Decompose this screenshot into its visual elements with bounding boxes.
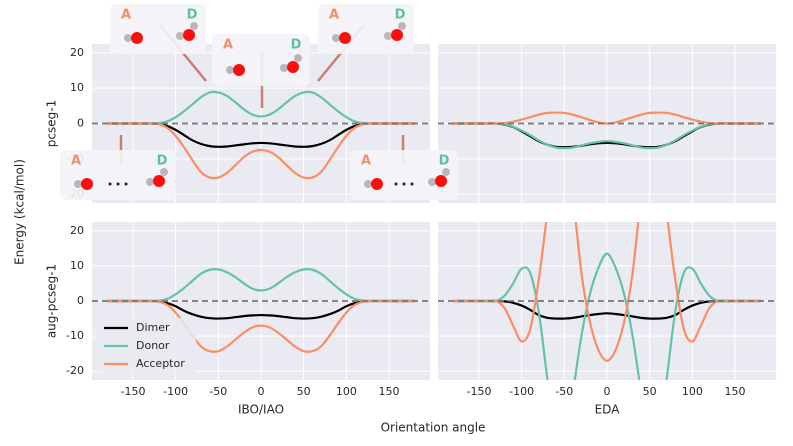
atom-o xyxy=(435,175,447,187)
atom-o xyxy=(183,29,195,41)
atom-h xyxy=(398,22,406,30)
atom-h xyxy=(364,180,372,188)
y-tick-label: 0 xyxy=(77,294,84,307)
dot xyxy=(394,182,398,186)
x-tick-label: 0 xyxy=(604,385,611,398)
atom-o xyxy=(339,32,351,44)
x-tick-label: -100 xyxy=(163,385,188,398)
x-tick-label: 50 xyxy=(297,385,311,398)
x-tick-label: 150 xyxy=(379,385,400,398)
atom-o xyxy=(371,178,383,190)
x-tick-label: -50 xyxy=(209,385,227,398)
inset-label-a: A xyxy=(361,154,371,169)
y-tick-label: -20 xyxy=(66,364,84,377)
dot xyxy=(124,182,128,186)
atom-o xyxy=(233,64,245,76)
y-tick-label: 10 xyxy=(70,81,84,94)
atom-h xyxy=(176,32,184,40)
atom-h xyxy=(280,64,288,72)
legend-label: Donor xyxy=(136,339,170,352)
x-tick-label: -150 xyxy=(466,385,491,398)
y-tick-label: 0 xyxy=(77,117,84,130)
atom-h xyxy=(226,66,234,74)
legend-label: Dimer xyxy=(136,321,170,334)
dot xyxy=(108,182,112,186)
y-tick-label: 10 xyxy=(70,259,84,272)
atom-h xyxy=(74,180,82,188)
atom-h xyxy=(442,168,450,176)
x-tick-label: -150 xyxy=(120,385,145,398)
atom-h xyxy=(294,54,302,62)
column-label: EDA xyxy=(595,403,621,417)
dot xyxy=(116,182,120,186)
inset-label-d: D xyxy=(291,38,302,53)
series-group xyxy=(92,90,430,180)
atom-o xyxy=(153,175,165,187)
insets: A DA DA DA D A D xyxy=(60,4,458,200)
dot xyxy=(402,182,406,186)
series-group xyxy=(438,222,776,380)
legend-box xyxy=(98,318,196,374)
atom-o xyxy=(81,178,93,190)
atom-o xyxy=(131,32,143,44)
panel xyxy=(438,44,776,203)
inset-label-d: D xyxy=(395,8,406,23)
inset-label-d: D xyxy=(439,154,450,169)
x-tick-label: 100 xyxy=(682,385,703,398)
legend: Dimer Donor Acceptor xyxy=(98,318,196,374)
column-label: IBO/IAO xyxy=(238,403,284,417)
y-tick-label: 20 xyxy=(70,224,84,237)
x-tick-label: -50 xyxy=(555,385,573,398)
legend-label: Acceptor xyxy=(136,357,185,370)
y-tick-label: 20 xyxy=(70,46,84,59)
x-tick-label: 150 xyxy=(725,385,746,398)
dot xyxy=(410,182,414,186)
series-group xyxy=(92,268,430,353)
inset-label-a: A xyxy=(329,8,339,23)
atom-o xyxy=(287,61,299,73)
inset-label-d: D xyxy=(157,154,168,169)
x-tick-label: 0 xyxy=(258,385,265,398)
atom-h xyxy=(146,178,154,186)
atom-h xyxy=(428,178,436,186)
row-label: aug-pcseg-1 xyxy=(45,264,59,338)
line-acceptor xyxy=(453,222,761,362)
figure-xlabel: Orientation angle xyxy=(381,421,486,435)
y-tick-label: -10 xyxy=(66,329,84,342)
panels: -20-1001020pcseg-1-20-1001020-150-100-50… xyxy=(45,44,776,417)
x-tick-label: 100 xyxy=(336,385,357,398)
atom-o xyxy=(391,29,403,41)
x-tick-label: -100 xyxy=(509,385,534,398)
atom-h xyxy=(190,22,198,30)
inset-label-a: A xyxy=(71,154,81,169)
inset-label-d: D xyxy=(187,8,198,23)
series-group xyxy=(438,111,776,150)
atom-h xyxy=(332,34,340,42)
inset-label-a: A xyxy=(223,38,233,53)
line-donor xyxy=(453,252,761,380)
atom-h xyxy=(160,168,168,176)
row-label: pcseg-1 xyxy=(45,100,59,147)
atom-h xyxy=(124,34,132,42)
panel: -150 -100 -50 0 50 100 150 EDA xyxy=(438,222,776,417)
atom-h xyxy=(384,32,392,40)
x-tick-label: 50 xyxy=(643,385,657,398)
inset-label-a: A xyxy=(121,8,131,23)
figure-ylabel: Energy (kcal/mol) xyxy=(13,159,27,265)
